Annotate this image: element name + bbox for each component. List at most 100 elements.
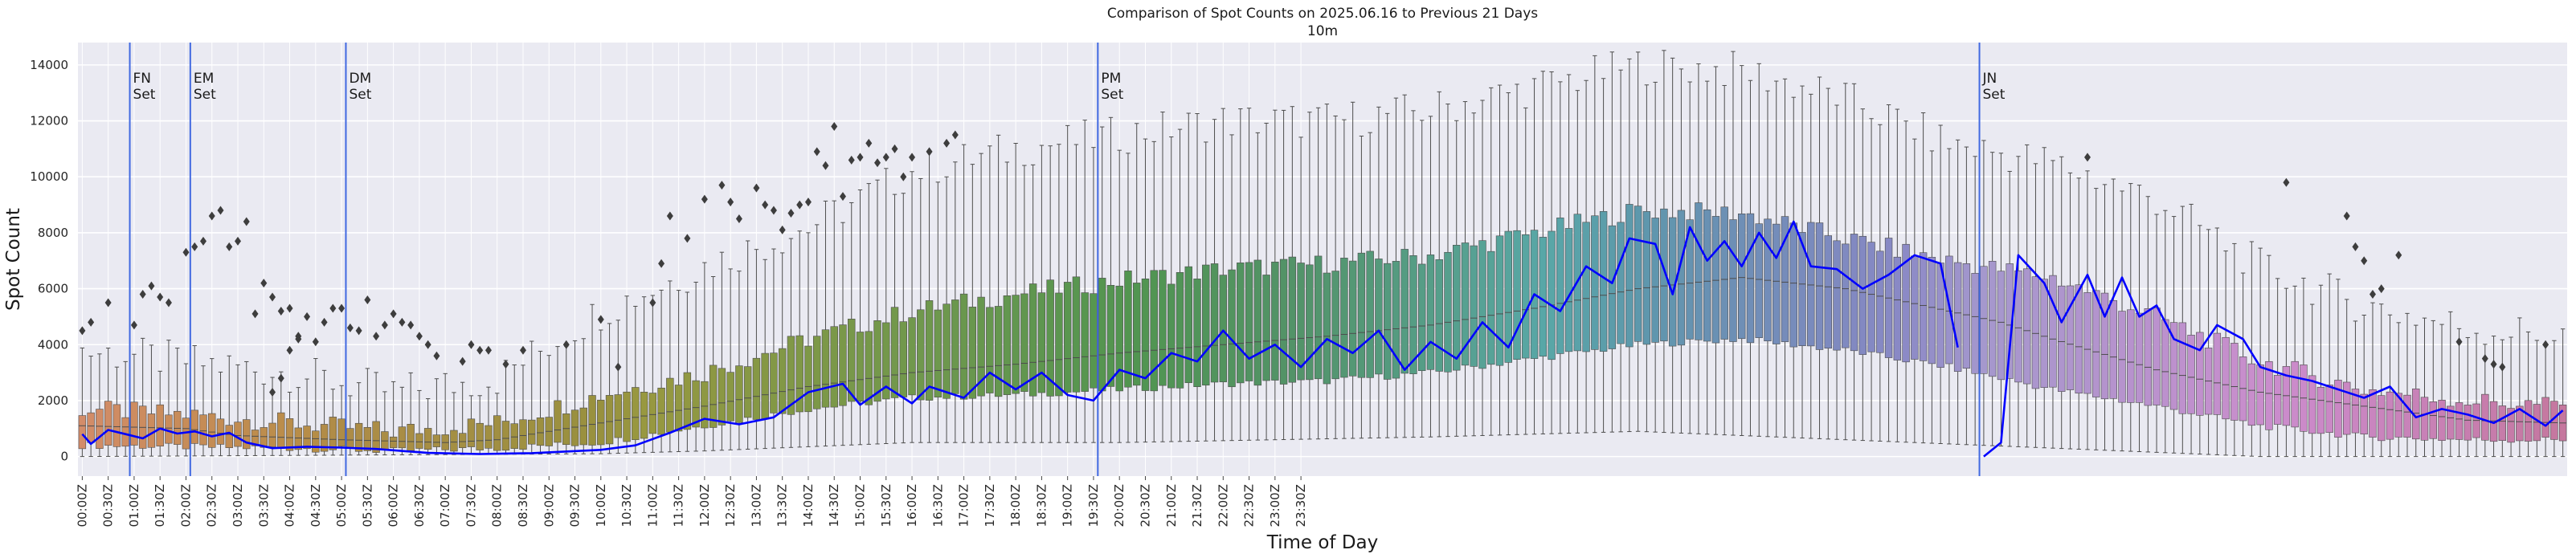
- outlier-point: [277, 306, 284, 316]
- box: [2049, 275, 2057, 388]
- box: [692, 380, 700, 428]
- outlier-point: [848, 155, 855, 165]
- box: [770, 352, 778, 413]
- event-label: Set: [349, 87, 371, 103]
- outlier-point: [943, 138, 951, 148]
- box: [2014, 270, 2022, 383]
- y-tick-label: 10000: [30, 169, 68, 184]
- outlier-point: [2378, 284, 2385, 294]
- x-tick-label: 09:00Z: [542, 484, 556, 527]
- box: [78, 415, 87, 450]
- outlier-point: [2283, 177, 2290, 187]
- box: [614, 394, 623, 438]
- outlier-point: [286, 303, 293, 313]
- outlier-point: [839, 192, 846, 202]
- box: [1711, 216, 1720, 344]
- box: [1781, 216, 1789, 342]
- x-tick-label: 20:00Z: [1112, 484, 1126, 527]
- box: [2187, 335, 2195, 414]
- box: [795, 335, 803, 413]
- box: [104, 401, 112, 446]
- box: [1720, 206, 1728, 340]
- x-tick-label: 11:00Z: [645, 484, 660, 527]
- box: [1072, 276, 1081, 393]
- box: [1392, 261, 1400, 379]
- box: [493, 415, 501, 451]
- box: [320, 424, 329, 452]
- box: [743, 366, 752, 418]
- chart-title: Comparison of Spot Counts on 2025.06.16 …: [1107, 6, 1538, 22]
- box: [1660, 208, 1668, 342]
- plot-area: [78, 43, 2567, 476]
- x-tick-label: 02:00Z: [178, 484, 193, 527]
- box: [1184, 266, 1192, 384]
- box: [1919, 252, 1928, 361]
- box: [2022, 268, 2031, 385]
- box: [1833, 240, 1841, 351]
- box: [2075, 284, 2083, 394]
- box: [605, 395, 614, 445]
- box: [1020, 293, 1028, 392]
- x-tick-label: 12:00Z: [697, 484, 712, 527]
- box: [1522, 234, 1530, 359]
- outlier-point: [424, 340, 431, 349]
- box: [1876, 250, 1884, 353]
- box: [2403, 394, 2411, 438]
- box: [1867, 242, 1875, 352]
- box: [208, 413, 216, 448]
- outlier-point: [191, 242, 198, 251]
- box: [1738, 214, 1746, 340]
- box: [1098, 278, 1106, 392]
- box: [1124, 271, 1132, 388]
- box: [2481, 393, 2489, 441]
- outlier-point: [519, 345, 526, 355]
- chart-subtitle: 10m: [1307, 23, 1338, 39]
- x-tick-label: 21:30Z: [1190, 484, 1204, 527]
- box: [260, 427, 268, 448]
- x-tick-label: 18:30Z: [1034, 484, 1049, 527]
- box: [1193, 279, 1201, 387]
- box: [2196, 332, 2204, 416]
- outlier-point: [779, 225, 786, 234]
- x-tick-label: 16:30Z: [930, 484, 945, 527]
- box: [2265, 360, 2273, 430]
- box: [1297, 263, 1305, 381]
- x-tick-label: 10:30Z: [619, 484, 634, 527]
- x-tick-label: 17:00Z: [957, 484, 971, 527]
- box: [216, 418, 225, 445]
- box: [2256, 365, 2264, 426]
- x-tick-label: 23:00Z: [1268, 484, 1282, 527]
- outlier-point: [364, 295, 371, 305]
- box: [1176, 272, 1184, 389]
- box: [467, 418, 476, 447]
- x-tick-label: 04:00Z: [283, 484, 297, 527]
- box: [977, 296, 985, 397]
- box: [96, 409, 104, 449]
- box: [1773, 223, 1781, 344]
- y-tick-label: 12000: [30, 114, 68, 128]
- box: [1461, 242, 1470, 366]
- box: [1028, 283, 1037, 397]
- box: [389, 436, 398, 448]
- box: [432, 434, 441, 447]
- outlier-point: [813, 147, 820, 157]
- outlier-point: [2343, 211, 2350, 221]
- outlier-point: [381, 320, 388, 330]
- box: [329, 417, 337, 450]
- box: [2058, 285, 2066, 392]
- box: [1331, 271, 1339, 380]
- box: [959, 293, 968, 400]
- x-tick-label: 12:30Z: [723, 484, 738, 527]
- x-tick-label: 22:00Z: [1216, 484, 1230, 527]
- x-tick-label: 02:30Z: [205, 484, 219, 527]
- x-tick-label: 16:00Z: [905, 484, 919, 527]
- box: [1141, 278, 1150, 391]
- outlier-point: [597, 315, 604, 324]
- x-tick-label: 06:30Z: [412, 484, 427, 527]
- outlier-point: [562, 340, 570, 349]
- x-tick-label: 23:30Z: [1294, 484, 1308, 527]
- box: [1133, 283, 1141, 386]
- outlier-point: [468, 340, 475, 349]
- box: [1642, 211, 1651, 345]
- outlier-point: [157, 292, 164, 302]
